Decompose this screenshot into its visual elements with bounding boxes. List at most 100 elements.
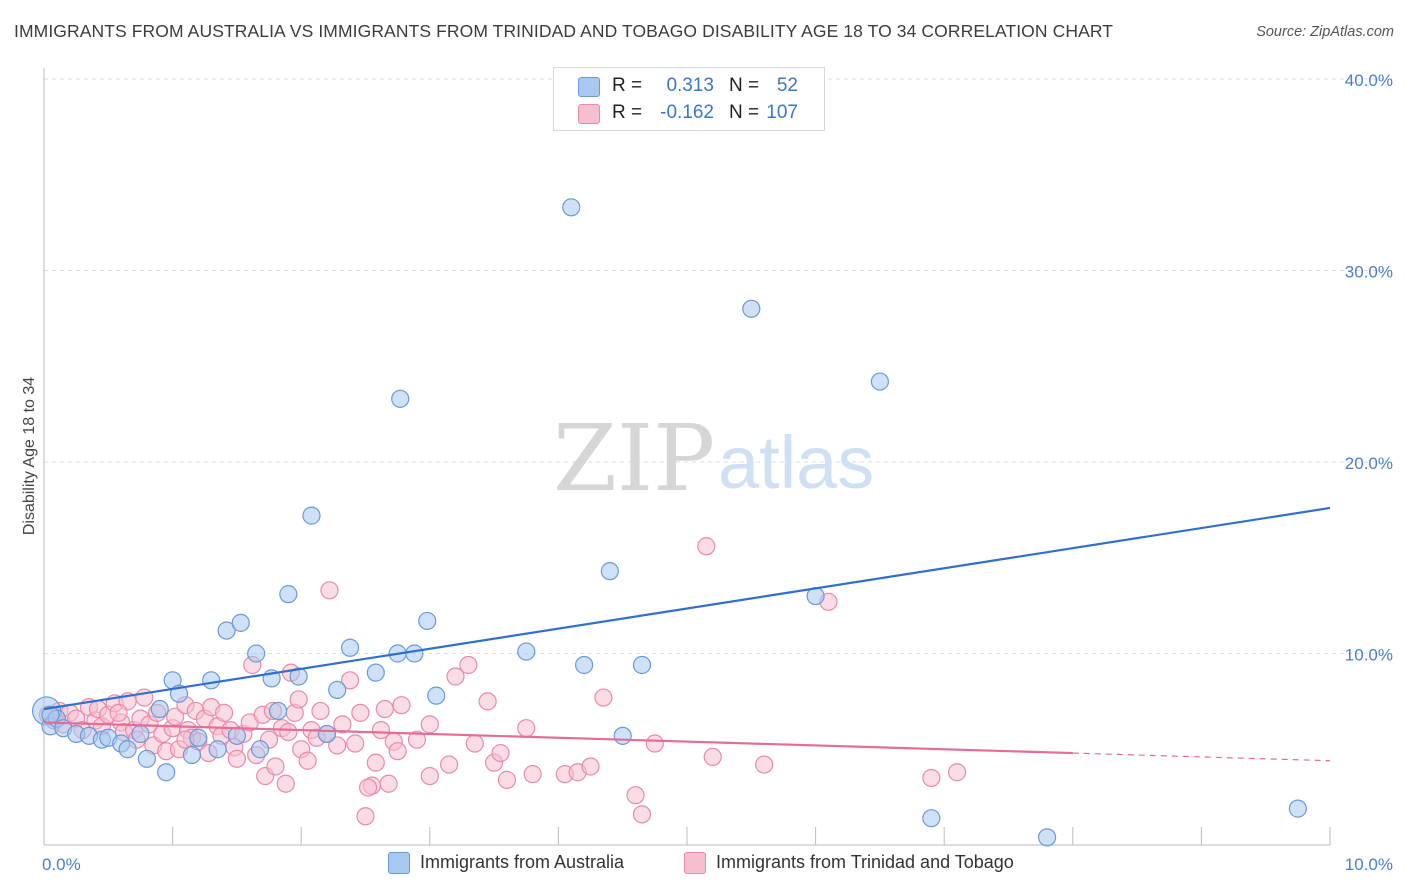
gridlines [44, 78, 1392, 654]
n-label: N = [729, 75, 760, 96]
trinidad-point [366, 753, 385, 772]
trinidad-point [703, 747, 722, 767]
australia-point [268, 701, 288, 721]
australia-point [517, 642, 536, 661]
trinidad-point [626, 786, 645, 805]
trinidad-point [227, 749, 246, 768]
australia-point [150, 699, 169, 719]
australia-point [317, 724, 337, 744]
trinidad-point [497, 770, 517, 789]
watermark-atlas: atlas [718, 421, 874, 504]
y-tick-label: 10.0% [1345, 646, 1393, 665]
australia-point [250, 740, 270, 759]
x-tick-label: 0.0% [42, 855, 81, 874]
trinidad-point [320, 581, 339, 600]
trinidad-point [594, 688, 613, 707]
r-label: R = [612, 75, 643, 96]
australia-point [217, 621, 236, 640]
y-tick-label: 30.0% [1345, 263, 1393, 282]
australia-point [340, 638, 360, 657]
australia-point [289, 667, 308, 686]
australia-point [189, 728, 208, 747]
trinidad-point [922, 768, 941, 788]
trinidad-point [459, 655, 478, 675]
y-axis-label: Disability Age 18 to 34 [21, 377, 38, 535]
trinidad-point [645, 734, 664, 753]
australia-point [231, 613, 250, 632]
trinidad-point [755, 755, 774, 774]
trinidad-trend-extension [1072, 752, 1331, 762]
australia-point [157, 763, 176, 782]
trinidad-point [439, 755, 459, 774]
australia-point [1288, 799, 1307, 818]
trinidad-point [375, 699, 394, 719]
data-points [31, 198, 1307, 847]
australia-point [742, 299, 761, 318]
australia-point [870, 372, 890, 391]
trinidad-point [392, 696, 411, 715]
trinidad-point [109, 703, 128, 722]
australia-point [613, 726, 632, 745]
trinidad-point [351, 703, 370, 722]
trinidad-point [947, 763, 967, 782]
trinidad-point [276, 774, 295, 793]
australia-point [922, 809, 941, 828]
n-label: N = [729, 102, 760, 123]
trinidad-point [340, 671, 360, 690]
australia-legend-swatch [388, 852, 410, 875]
trinidad-point [266, 757, 285, 776]
watermark-zip: ZIP [553, 405, 715, 512]
trinidad-point [491, 743, 510, 763]
trinidad-point [446, 667, 465, 686]
stats-legend: R = 0.313 N = 52 R = -0.162 N = 107 [553, 67, 825, 131]
legend-item-trinidad[interactable]: Immigrants from Trinidad and Tobago [684, 852, 1014, 875]
trinidad-point [523, 765, 542, 784]
trinidad-legend-swatch [684, 852, 706, 875]
trinidad-point [358, 778, 378, 797]
australia-point [632, 655, 652, 675]
n-value: 107 [766, 102, 798, 123]
trinidad-point [356, 807, 375, 826]
trinidad-point [328, 736, 347, 755]
australia-point [202, 671, 221, 690]
x-tick-label: 10.0% [1345, 855, 1393, 874]
trend-lines [43, 506, 1331, 762]
trinidad-point [279, 722, 298, 742]
r-label: R = [612, 102, 643, 123]
australia-point [575, 655, 594, 675]
trinidad-point [166, 707, 185, 726]
r-value: -0.162 [660, 102, 714, 123]
trinidad-point [289, 690, 308, 709]
source-label: Source: ZipAtlas.com [1256, 24, 1394, 40]
australia-point [600, 562, 619, 581]
trinidad-trend-line [43, 721, 1073, 755]
trinidad-point [388, 742, 407, 761]
r-value: 0.313 [666, 75, 714, 96]
australia-point [131, 724, 150, 744]
australia-trend-line [43, 506, 1331, 711]
australia-swatch [578, 77, 600, 97]
chart-title: IMMIGRANTS FROM AUSTRALIA VS IMMIGRANTS … [14, 21, 1114, 41]
trinidad-point [420, 766, 439, 786]
axis-labels: 10.0% 20.0% 30.0% 40.0% 0.0% 10.0% [42, 71, 1393, 874]
trinidad-point [420, 715, 439, 734]
trinidad-point [407, 730, 427, 749]
trinidad-point [346, 734, 365, 753]
australia-point [182, 745, 201, 765]
trinidad-point [214, 703, 234, 722]
trinidad-point [517, 719, 536, 738]
australia-point [328, 680, 347, 699]
trinidad-point [581, 757, 600, 776]
australia-point [562, 198, 581, 217]
australia-point [405, 644, 424, 663]
trinidad-point [371, 720, 391, 740]
trinidad-point [311, 701, 330, 721]
australia-point [1037, 828, 1057, 847]
trinidad-point [298, 751, 317, 770]
australia-point [279, 585, 298, 604]
australia-point [247, 644, 266, 663]
trinidad-point [632, 805, 652, 824]
y-tick-label: 20.0% [1345, 454, 1393, 473]
legend-item-australia[interactable]: Immigrants from Australia [388, 852, 624, 875]
